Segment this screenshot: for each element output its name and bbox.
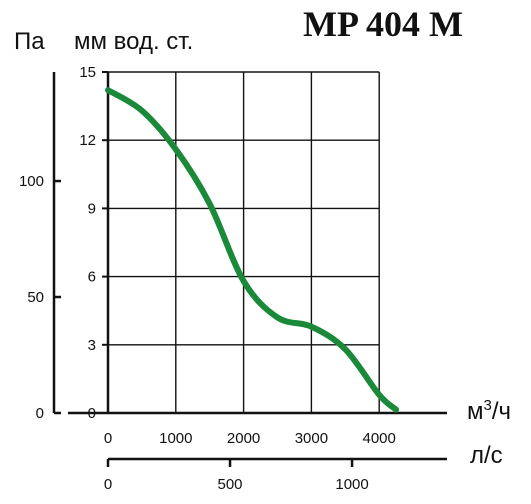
performance-curve [105, 87, 400, 413]
superscript-3: 3 [484, 397, 492, 414]
x-tick-label-ls: 500 [218, 476, 243, 493]
grid [107, 71, 380, 414]
x-tick-label-m3h: 0 [104, 430, 112, 447]
y-tick-label-mm: 15 [79, 64, 96, 81]
x-tick-label-m3h: 3000 [295, 430, 328, 447]
x-tick-label-m3h: 4000 [363, 430, 396, 447]
per-hour: /ч [492, 398, 511, 425]
y-tick-label-mm: 12 [79, 132, 96, 149]
y-tick-label-mm: 9 [88, 200, 96, 217]
y-tick-label-mm: 3 [88, 337, 96, 354]
y-tick-label-pa: 0 [36, 405, 44, 422]
x-tick-label-m3h: 1000 [159, 430, 192, 447]
x-tick-label-ls: 0 [104, 476, 112, 493]
chart-title: MP 404 M [303, 4, 463, 44]
y-unit-pa: Па [14, 28, 45, 55]
y-unit-mm: мм вод. ст. [74, 28, 193, 55]
x-unit-ls: л/с [470, 442, 503, 469]
x-tick-label-ls: 1000 [335, 476, 368, 493]
y-tick-label-mm: 0 [88, 405, 96, 422]
x-tick-label-m3h: 2000 [227, 430, 260, 447]
x-unit-m3h: м3/ч [467, 397, 511, 425]
y-tick-label-pa: 50 [27, 289, 44, 306]
y-tick-label-pa: 100 [19, 173, 44, 190]
axes [52, 72, 447, 461]
series-layer [105, 87, 400, 413]
y-tick-label-mm: 6 [88, 269, 96, 286]
